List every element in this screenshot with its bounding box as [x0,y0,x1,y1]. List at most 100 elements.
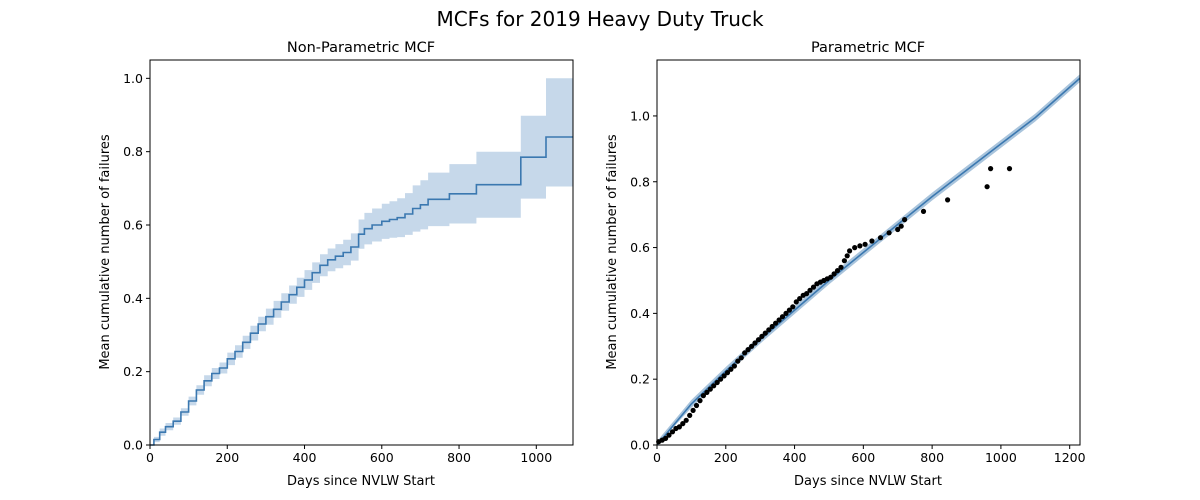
data-point [735,358,741,364]
fit-band [657,74,1080,445]
data-point [666,432,672,438]
y-tick-label: 1.0 [630,108,650,123]
data-point [852,245,858,251]
parametric-data-points [656,166,1013,445]
data-point [766,327,772,333]
y-tick-label: 1.0 [123,71,143,86]
data-point [742,350,748,356]
data-point [783,310,789,316]
data-point [728,366,734,372]
data-point [749,343,755,349]
data-point [769,323,775,330]
nonparametric-panel: Non-Parametric MCF 0 200 400 600 800 1000 0.0… [98,40,574,489]
x-tick-label: 1000 [520,450,552,465]
nonparametric-y-ticks: 0.0 0.2 0.4 0.6 0.8 1.0 [123,71,150,453]
data-point [807,287,813,293]
data-point [762,330,768,336]
data-point [841,258,848,264]
data-point [920,208,927,214]
data-point [714,379,720,386]
parametric-x-ticks: 0 200 400 600 800 1000 1200 [653,445,1086,465]
nonparametric-axes-frame [149,59,574,446]
data-point [988,166,994,172]
parametric-fit-band [657,74,1080,445]
data-point [759,333,765,339]
data-point [669,429,676,435]
x-tick-label: 800 [920,450,944,465]
data-point [945,197,951,203]
data-point [773,320,779,326]
y-tick-label: 0.8 [123,144,143,159]
x-tick-label: 0 [146,450,154,465]
data-point [752,340,758,346]
y-tick-label: 0.6 [630,240,650,255]
data-point [680,421,686,427]
nonparametric-mcf-line [150,136,573,446]
data-point [786,307,793,313]
data-point [707,386,713,392]
confidence-band [150,78,573,446]
data-point [779,314,786,320]
data-point [697,398,703,404]
data-point [838,264,844,270]
data-point [869,238,875,244]
data-point [755,337,762,343]
y-tick-label: 0.0 [630,438,650,453]
data-point [902,217,908,223]
data-point [828,274,834,280]
data-point [834,268,841,274]
x-tick-label: 1000 [985,450,1017,465]
data-point [793,299,799,305]
y-tick-label: 0.2 [123,364,143,379]
y-tick-label: 0.4 [123,291,143,306]
parametric-x-label: Days since NVLW Start [794,474,942,489]
data-point [886,230,892,236]
data-point [831,271,837,277]
data-point [700,393,707,399]
y-tick-label: 0.2 [630,372,650,387]
x-tick-label: 600 [370,450,394,465]
data-point [1006,166,1013,172]
data-point [731,363,738,369]
x-tick-label: 400 [293,450,317,465]
data-point [724,370,731,376]
x-tick-label: 1200 [1054,450,1086,465]
figure-title: MCFs for 2019 Heavy Duty Truck [436,7,764,31]
data-point [877,235,884,241]
data-point [738,355,744,361]
data-point [711,383,717,389]
data-point [721,373,727,379]
parametric-y-ticks: 0.0 0.2 0.4 0.6 0.8 1.0 [630,108,657,453]
data-point [895,226,901,233]
x-tick-label: 200 [215,450,239,465]
x-tick-label: 0 [653,450,661,465]
data-point [810,284,817,290]
y-tick-label: 0.4 [630,306,650,321]
data-point [797,296,803,302]
mcf-step-line [150,136,573,446]
data-point [690,407,696,413]
data-point [676,424,683,430]
parametric-panel: Parametric MCF 0 200 400 600 800 1000 1200 0.0… [605,40,1086,489]
parametric-y-label: Mean cumulative number of failures [605,134,620,370]
data-point [683,417,689,423]
data-point [790,304,796,310]
y-tick-label: 0.8 [630,174,650,189]
data-point [804,291,810,297]
data-point [862,241,868,247]
data-point [898,223,904,229]
data-point [704,389,710,395]
data-point [984,184,990,190]
x-tick-label: 400 [783,450,807,465]
data-point [847,248,853,254]
data-point [693,402,700,409]
data-point [776,317,782,323]
nonparametric-title: Non-Parametric MCF [287,40,435,56]
data-point [718,376,724,382]
data-point [844,253,850,259]
nonparametric-confidence-band [150,78,573,446]
y-tick-label: 0.6 [123,218,143,233]
parametric-title: Parametric MCF [811,40,925,56]
